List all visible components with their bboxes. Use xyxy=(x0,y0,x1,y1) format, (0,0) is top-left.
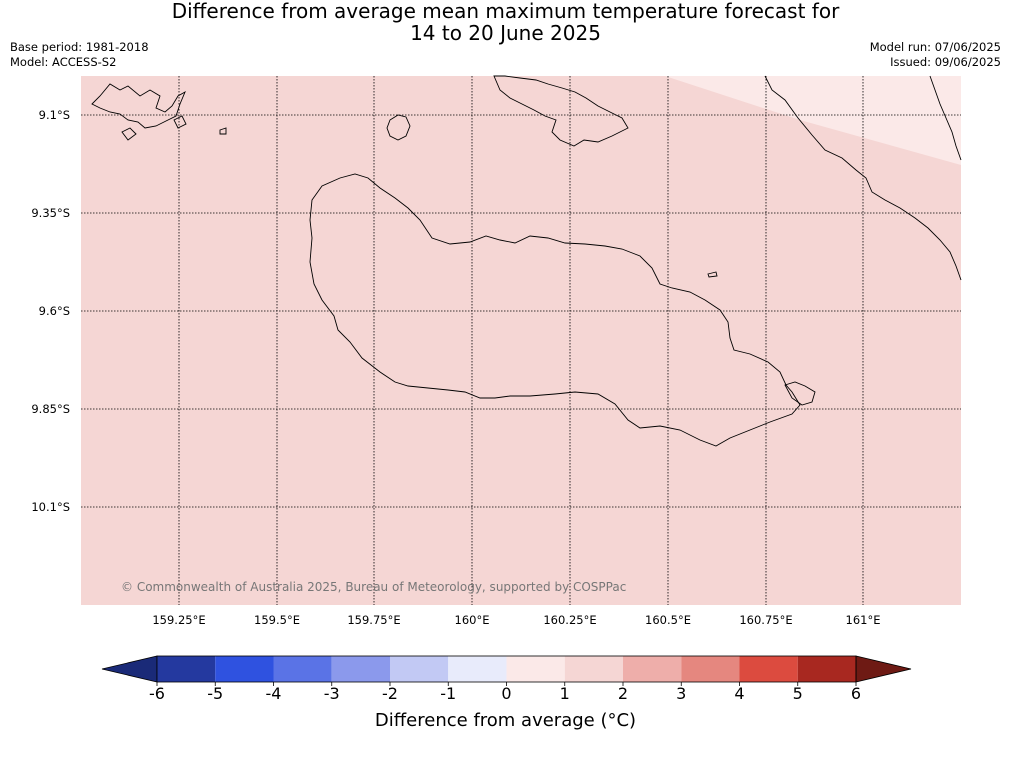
lon-label: 159.75°E xyxy=(347,613,401,627)
northwest-islet-1 xyxy=(121,127,137,141)
colorbar-bin xyxy=(739,656,798,682)
lighter-region xyxy=(665,76,961,165)
meta-right: Model run: 07/06/2025 Issued: 09/06/2025 xyxy=(870,40,1001,70)
lat-label: 9.85°S xyxy=(31,402,70,416)
colorbar-bin xyxy=(506,656,565,682)
model-run: Model run: 07/06/2025 xyxy=(869,40,1001,54)
colorbar-bin xyxy=(623,656,682,682)
colorbar-over-arrow xyxy=(855,655,912,683)
issued-date: Issued: 09/06/2025 xyxy=(890,55,1001,69)
copyright-notice: © Commonwealth of Australia 2025, Bureau… xyxy=(121,580,627,594)
coastlines xyxy=(91,75,962,447)
colorbar-bin xyxy=(157,656,216,682)
lat-label: 10.1°S xyxy=(31,500,70,514)
colorbar-tick-label: -2 xyxy=(382,684,398,703)
colorbar-bin xyxy=(564,656,623,682)
colorbar-bin xyxy=(681,656,740,682)
colorbar-label: Difference from average (°C) xyxy=(374,710,637,731)
malaita-coastline xyxy=(764,75,962,281)
lon-label: 160.5°E xyxy=(645,613,691,627)
islet-east xyxy=(784,381,816,406)
islet-small xyxy=(707,271,718,278)
lat-label: 9.35°S xyxy=(31,206,70,220)
colorbar-tick-label: 0 xyxy=(501,684,512,703)
colorbar-bin xyxy=(448,656,507,682)
colorbar-tick-label: 1 xyxy=(559,684,570,703)
colorbar-bin xyxy=(390,656,449,682)
title-line-2: 14 to 20 June 2025 xyxy=(410,21,601,45)
colorbar-ticks xyxy=(156,682,857,686)
guadalcanal-coastline xyxy=(309,173,801,447)
colorbar-bin xyxy=(215,656,274,682)
colorbar-bin xyxy=(273,656,332,682)
map-title: Difference from average mean maximum tem… xyxy=(0,0,1011,44)
colorbar-bin xyxy=(797,656,856,682)
lat-label: 9.6°S xyxy=(38,304,70,318)
colorbar xyxy=(101,655,912,686)
colorbar-tick-label: -6 xyxy=(149,684,165,703)
colorbar-tick-label: 5 xyxy=(792,684,803,703)
base-period: Base period: 1981-2018 xyxy=(10,40,149,54)
lon-label: 160.75°E xyxy=(739,613,793,627)
gridlines xyxy=(81,76,961,605)
colorbar-tick-label: -1 xyxy=(440,684,457,703)
meta-left: Base period: 1981-2018 Model: ACCESS-S2 xyxy=(10,40,149,70)
northwest-islands xyxy=(91,83,186,129)
colorbar-tick-label: 6 xyxy=(850,684,862,703)
colorbar-tick-label: -3 xyxy=(323,684,340,703)
colorbar-bin xyxy=(331,656,390,682)
lon-label: 161°E xyxy=(845,613,881,627)
colorbar-tick-label: -5 xyxy=(207,684,224,703)
northwest-islet-3 xyxy=(219,127,227,135)
lon-label: 160°E xyxy=(454,613,490,627)
colorbar-tick-label: -4 xyxy=(265,684,282,703)
lon-label: 159.5°E xyxy=(254,613,300,627)
title-line-1: Difference from average mean maximum tem… xyxy=(171,0,840,23)
lon-label: 159.25°E xyxy=(152,613,206,627)
colorbar-under-arrow xyxy=(101,655,158,683)
savo-island xyxy=(386,114,411,141)
colorbar-tick-label: 3 xyxy=(676,684,687,703)
colorbar-tick-label: 2 xyxy=(617,684,629,703)
colorbar-tick-label: 4 xyxy=(734,684,745,703)
map-background xyxy=(81,76,961,605)
model-name: Model: ACCESS-S2 xyxy=(10,55,117,69)
florida-islands xyxy=(493,75,629,147)
lat-label: 9.1°S xyxy=(38,108,70,122)
northwest-islet-2 xyxy=(173,115,187,129)
lon-label: 160.25°E xyxy=(543,613,597,627)
